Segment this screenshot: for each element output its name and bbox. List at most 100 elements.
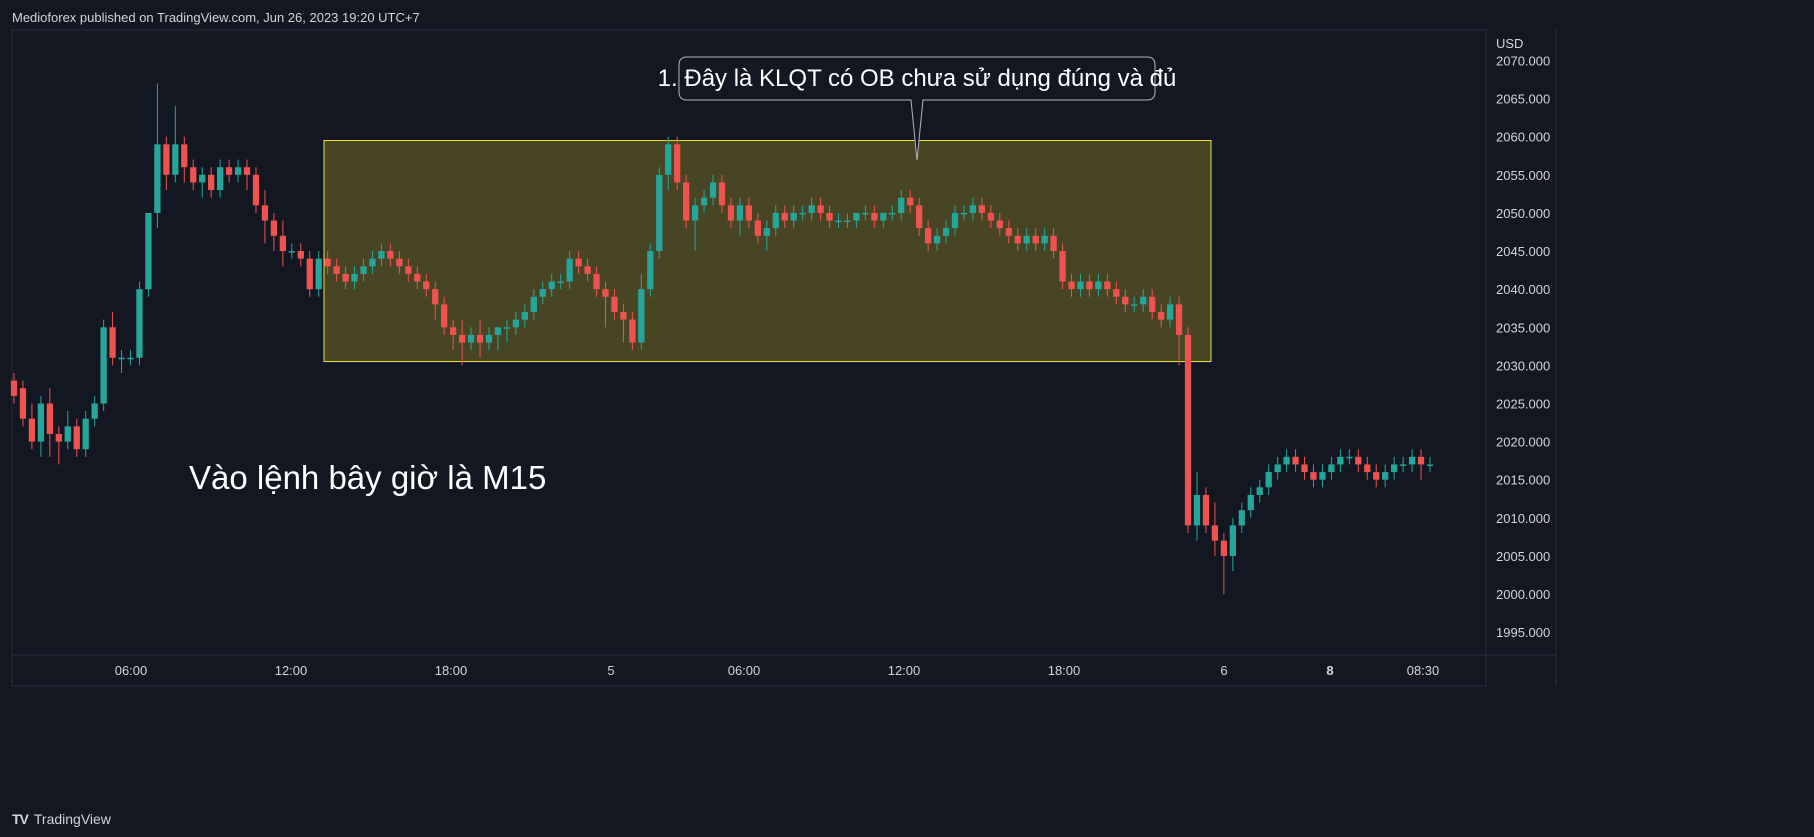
candle — [683, 174, 690, 229]
publisher-header: Medioforex published on TradingView.com,… — [12, 10, 420, 25]
price-axis[interactable]: USD 2070.000 2065.000 2060.000 2055.000 2050.… — [1496, 36, 1550, 640]
candle — [136, 281, 143, 366]
candle-body — [638, 289, 645, 343]
candle — [1391, 456, 1398, 480]
candle-body — [1220, 540, 1228, 556]
candle — [1382, 464, 1389, 488]
currency-label: USD — [1496, 36, 1523, 51]
candle — [1041, 228, 1048, 252]
candle — [91, 395, 98, 427]
candle-body — [969, 205, 977, 213]
candle-body — [163, 144, 170, 175]
time-tick-label: 08:30 — [1407, 663, 1440, 678]
candle-body — [1113, 289, 1120, 297]
candle — [566, 251, 573, 290]
candle-body — [297, 251, 304, 259]
candle — [799, 205, 806, 221]
candle-body — [1337, 456, 1344, 465]
candle-body — [1346, 456, 1353, 459]
candle — [539, 281, 546, 305]
candle — [1373, 464, 1380, 488]
candle-body — [889, 212, 896, 215]
candle — [647, 243, 654, 297]
price-tick-label: 2010.000 — [1496, 511, 1550, 526]
candle-body — [1131, 304, 1138, 306]
candle — [1399, 456, 1407, 473]
candle — [933, 228, 941, 252]
candle — [208, 167, 215, 198]
candle — [1337, 449, 1344, 473]
candle-body — [1238, 510, 1245, 526]
candle — [835, 212, 842, 229]
time-axis[interactable]: 06:00 12:00 18:00 5 06:00 12:00 18:00 6 8 08:30 — [115, 663, 1440, 678]
order-block-zone[interactable] — [323, 140, 1212, 363]
candle — [306, 251, 313, 297]
candle — [1059, 243, 1066, 290]
candle — [369, 251, 376, 274]
candle-body — [73, 426, 80, 450]
candle-body — [1310, 472, 1317, 480]
candle-body — [485, 334, 493, 343]
price-tick-label: 2060.000 — [1496, 130, 1550, 145]
candle — [458, 319, 466, 366]
candle-body — [862, 212, 869, 215]
candle-body — [1140, 296, 1147, 305]
candle-body — [1417, 456, 1425, 465]
time-tick-label: 06:00 — [115, 663, 148, 678]
candle-body — [199, 174, 206, 183]
candle-body — [987, 212, 994, 221]
candle-body — [342, 273, 349, 282]
candle — [889, 205, 896, 221]
candle-body — [853, 212, 860, 221]
candle-body — [64, 426, 71, 442]
candle — [942, 220, 950, 244]
candle — [270, 212, 278, 252]
candle-body — [647, 251, 654, 290]
candle-body — [476, 334, 484, 343]
candle — [1202, 487, 1210, 534]
price-tick-label: 1995.000 — [1496, 625, 1550, 640]
candle — [252, 167, 260, 213]
time-tick-label: 12:00 — [275, 663, 308, 678]
time-tick-label: 18:00 — [1048, 663, 1081, 678]
candle — [1140, 289, 1147, 313]
candle-body — [772, 212, 779, 229]
candle — [1095, 273, 1102, 297]
candle — [871, 205, 878, 229]
candle-body — [942, 228, 950, 236]
candle-body — [1193, 494, 1201, 526]
candle-body — [270, 220, 278, 236]
candle-body — [844, 220, 851, 223]
candle-body — [315, 258, 322, 290]
tradingview-footer[interactable]: TV TradingView — [12, 811, 111, 827]
candle — [709, 174, 717, 206]
entry-note-text[interactable]: Vào lệnh bây giờ là M15 — [189, 459, 546, 496]
candle-body — [208, 174, 215, 191]
candle — [1211, 502, 1219, 556]
candle — [1086, 273, 1093, 297]
candle — [862, 205, 869, 221]
candle — [754, 212, 761, 244]
candle — [351, 266, 358, 290]
time-tick-label: 5 — [607, 663, 614, 678]
candle-body — [1005, 228, 1012, 236]
candle — [333, 258, 340, 282]
price-tick-label: 2005.000 — [1496, 549, 1550, 564]
candle-body — [503, 327, 511, 329]
candle-body — [584, 266, 591, 274]
candle — [1364, 456, 1371, 480]
candle-body — [458, 334, 466, 343]
candle — [342, 266, 349, 290]
candle-body — [100, 327, 107, 404]
candle — [691, 197, 699, 252]
candle — [1113, 281, 1120, 305]
candle — [315, 251, 322, 297]
price-tick-label: 2045.000 — [1496, 244, 1550, 259]
time-tick-label: 12:00 — [888, 663, 921, 678]
candle-body — [1211, 525, 1219, 541]
candle — [476, 319, 484, 358]
callout-bubble[interactable] — [678, 56, 1156, 161]
price-tick-label: 2020.000 — [1496, 435, 1550, 450]
candle-body — [718, 182, 726, 206]
